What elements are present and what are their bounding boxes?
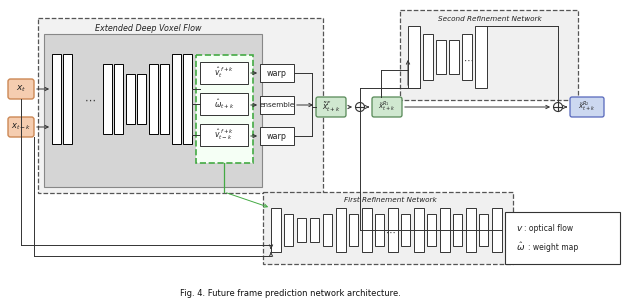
Bar bbox=[475, 26, 487, 88]
Text: ensemble: ensemble bbox=[259, 102, 294, 108]
Bar bbox=[400, 10, 578, 100]
Bar bbox=[466, 208, 476, 252]
Bar bbox=[423, 34, 433, 80]
Bar bbox=[436, 40, 446, 74]
FancyBboxPatch shape bbox=[8, 79, 34, 99]
Text: $\tilde{x}_{t+k}^{F}$: $\tilde{x}_{t+k}^{F}$ bbox=[322, 99, 340, 115]
Text: $\hat{\omega}_{t+k}$: $\hat{\omega}_{t+k}$ bbox=[214, 97, 234, 111]
Bar bbox=[38, 18, 323, 193]
Bar bbox=[479, 214, 488, 246]
Text: $\hat{\omega}$: $\hat{\omega}$ bbox=[516, 241, 525, 253]
Bar bbox=[408, 26, 420, 88]
Bar bbox=[260, 127, 294, 145]
Bar bbox=[401, 214, 410, 246]
Bar bbox=[172, 54, 181, 144]
Bar bbox=[492, 208, 502, 252]
Bar bbox=[440, 208, 450, 252]
Bar bbox=[160, 64, 169, 134]
Bar bbox=[44, 34, 262, 187]
Text: $\cdots$: $\cdots$ bbox=[463, 55, 474, 65]
Text: Second Refinement Network: Second Refinement Network bbox=[438, 16, 542, 22]
Bar bbox=[336, 208, 346, 252]
Bar bbox=[260, 64, 294, 82]
Bar bbox=[149, 64, 158, 134]
Circle shape bbox=[554, 103, 563, 111]
Circle shape bbox=[355, 103, 365, 111]
Bar bbox=[183, 54, 192, 144]
Bar bbox=[284, 214, 293, 246]
Bar bbox=[297, 218, 306, 242]
Bar bbox=[388, 208, 398, 252]
Bar bbox=[52, 54, 61, 144]
FancyBboxPatch shape bbox=[8, 117, 34, 137]
Text: : weight map: : weight map bbox=[528, 243, 579, 251]
Text: $\cdots$: $\cdots$ bbox=[385, 227, 396, 237]
Text: First Refinement Network: First Refinement Network bbox=[344, 197, 436, 203]
Text: warp: warp bbox=[267, 68, 287, 77]
Text: $x_{t-k}$: $x_{t-k}$ bbox=[11, 122, 31, 132]
Bar bbox=[362, 208, 372, 252]
Bar bbox=[427, 214, 436, 246]
Text: : optical flow: : optical flow bbox=[524, 223, 573, 232]
FancyBboxPatch shape bbox=[316, 97, 346, 117]
Text: Extended Deep Voxel Flow: Extended Deep Voxel Flow bbox=[95, 24, 201, 33]
FancyBboxPatch shape bbox=[570, 97, 604, 117]
Bar bbox=[200, 93, 248, 115]
Bar bbox=[126, 74, 135, 124]
Text: $v$: $v$ bbox=[516, 223, 524, 232]
Bar bbox=[453, 214, 462, 246]
Bar bbox=[137, 74, 146, 124]
Text: $x_t$: $x_t$ bbox=[16, 84, 26, 94]
Bar bbox=[323, 214, 332, 246]
Text: warp: warp bbox=[267, 131, 287, 141]
Bar bbox=[263, 192, 513, 264]
Text: Fig. 4. Future frame prediction network architecture.: Fig. 4. Future frame prediction network … bbox=[180, 289, 401, 297]
Text: $\hat{v}_{t-k}^{\ f+k}$: $\hat{v}_{t-k}^{\ f+k}$ bbox=[214, 127, 234, 142]
Bar bbox=[375, 214, 384, 246]
FancyBboxPatch shape bbox=[372, 97, 402, 117]
Text: $\tilde{x}_{t+k}^{R_1}$: $\tilde{x}_{t+k}^{R_1}$ bbox=[378, 100, 396, 114]
Bar bbox=[349, 214, 358, 246]
Bar bbox=[414, 208, 424, 252]
Bar bbox=[260, 96, 294, 114]
Bar bbox=[271, 208, 281, 252]
Bar bbox=[196, 55, 253, 163]
Text: $\tilde{x}_{t+k}^{R_2}$: $\tilde{x}_{t+k}^{R_2}$ bbox=[579, 100, 596, 114]
Bar bbox=[505, 212, 620, 264]
Bar bbox=[310, 218, 319, 242]
Text: $\cdots$: $\cdots$ bbox=[84, 95, 96, 105]
Bar bbox=[200, 62, 248, 84]
Bar bbox=[103, 64, 112, 134]
Text: $\hat{v}_{t}^{\ f+k}$: $\hat{v}_{t}^{\ f+k}$ bbox=[214, 65, 234, 80]
Bar bbox=[63, 54, 72, 144]
Bar bbox=[449, 40, 459, 74]
Bar bbox=[114, 64, 123, 134]
Bar bbox=[200, 124, 248, 146]
Bar bbox=[462, 34, 472, 80]
